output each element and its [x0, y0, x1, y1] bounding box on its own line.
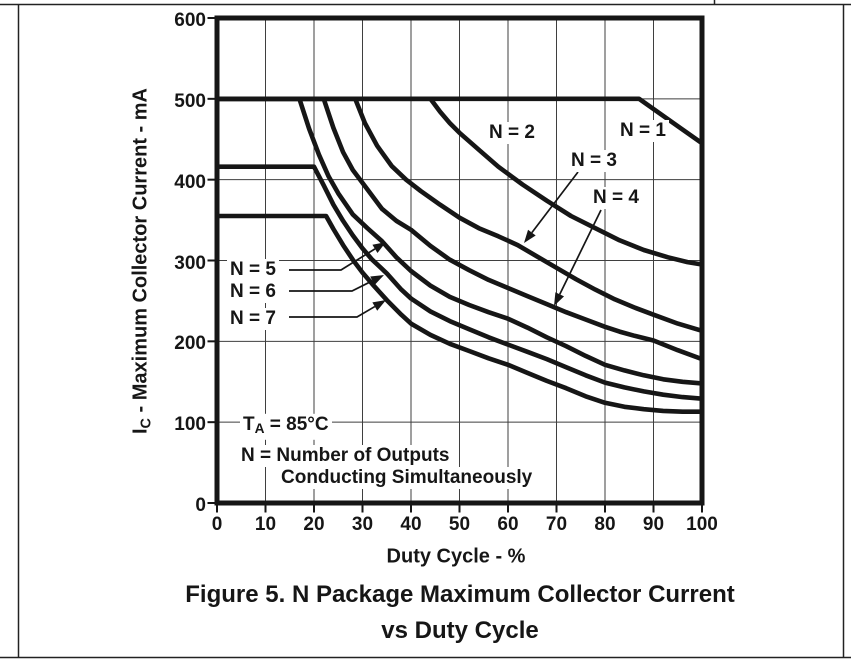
annotation-ambient-temperature: TA = 85°C	[240, 413, 332, 441]
curve-n4	[217, 96, 703, 362]
x-tick-label: 90	[642, 514, 665, 535]
curve-label-n6: N = 6	[227, 281, 279, 303]
annotation-arrow-line-3	[289, 248, 376, 271]
x-tick-label: 70	[545, 514, 568, 535]
curve-n3	[217, 96, 703, 334]
ta-value: = 85°C	[264, 413, 329, 435]
y-tick-label: 300	[174, 252, 206, 274]
curve-n5	[217, 96, 703, 386]
y-tick-label: 400	[174, 171, 206, 193]
x-tick-label: 30	[351, 514, 374, 535]
annotation-arrowhead-5	[372, 300, 386, 311]
y-tick-label: 500	[174, 90, 206, 112]
curve-n6	[217, 164, 703, 401]
y-tick-label: 200	[174, 333, 206, 355]
curve-label-n2: N = 2	[486, 122, 538, 144]
x-tick-label: 60	[497, 514, 519, 535]
x-tick-label: 50	[448, 514, 471, 535]
annotation-arrow-line-4	[289, 280, 373, 292]
annotation-arrowhead-3	[372, 242, 386, 253]
annotation-note-line1: N = Number of Outputs	[238, 445, 453, 467]
x-tick-label: 100	[686, 514, 718, 535]
curve-label-n3: N = 3	[568, 150, 620, 172]
ta-symbol: T	[243, 413, 255, 435]
curve-label-n5: N = 5	[227, 259, 279, 281]
annotation-arrow-line-5	[289, 305, 376, 318]
annotation-arrow-line-1	[531, 171, 579, 234]
x-tick-label: 20	[303, 514, 325, 535]
y-tick-label: 100	[174, 414, 206, 436]
annotation-arrowhead-2	[554, 292, 565, 306]
x-tick-label: 0	[211, 514, 223, 535]
annotation-arrowhead-4	[370, 275, 384, 286]
x-tick-label: 10	[254, 514, 277, 535]
figure-caption-line2: vs Duty Cycle	[381, 617, 539, 644]
x-tick-label: 40	[400, 514, 422, 535]
annotation-arrowhead-1	[524, 229, 536, 243]
figure-caption-line1: Figure 5. N Package Maximum Collector Cu…	[185, 581, 735, 608]
x-axis-title: Duty Cycle - %	[386, 545, 526, 568]
annotation-note-line2: Conducting Simultaneously	[278, 467, 536, 489]
curve-label-n4: N = 4	[590, 187, 642, 209]
curve-label-n7: N = 7	[227, 308, 279, 330]
ta-subscript: A	[254, 421, 265, 437]
y-tick-label: 600	[174, 10, 206, 31]
plot-frame	[214, 15, 705, 506]
curve-n7	[217, 213, 702, 414]
annotation-arrow-line-2	[558, 209, 602, 295]
y-tick-label: 0	[195, 495, 206, 516]
curve-n2	[217, 96, 703, 267]
curve-label-n1: N = 1	[617, 120, 669, 142]
x-tick-label: 80	[594, 514, 616, 535]
